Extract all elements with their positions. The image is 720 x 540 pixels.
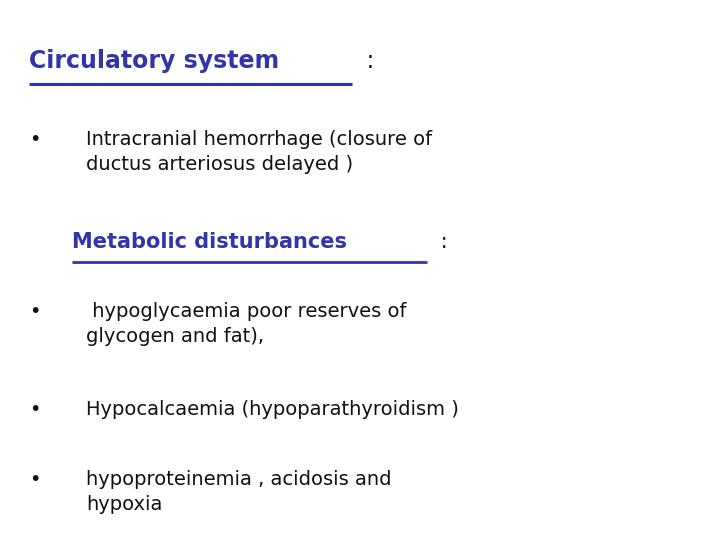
Text: :: : xyxy=(359,49,374,72)
Text: •: • xyxy=(29,470,40,489)
Text: hypoglycaemia poor reserves of
glycogen and fat),: hypoglycaemia poor reserves of glycogen … xyxy=(86,302,407,346)
Text: •: • xyxy=(29,302,40,321)
Text: Circulatory system: Circulatory system xyxy=(29,49,279,72)
Text: Intracranial hemorrhage (closure of
ductus arteriosus delayed ): Intracranial hemorrhage (closure of duct… xyxy=(86,130,433,173)
Text: •: • xyxy=(29,130,40,148)
Text: Hypocalcaemia (hypoparathyroidism ): Hypocalcaemia (hypoparathyroidism ) xyxy=(86,400,459,419)
Text: hypoproteinemia , acidosis and
hypoxia: hypoproteinemia , acidosis and hypoxia xyxy=(86,470,392,514)
Text: •: • xyxy=(29,400,40,419)
Text: :: : xyxy=(434,232,448,252)
Text: Metabolic disturbances: Metabolic disturbances xyxy=(72,232,347,252)
